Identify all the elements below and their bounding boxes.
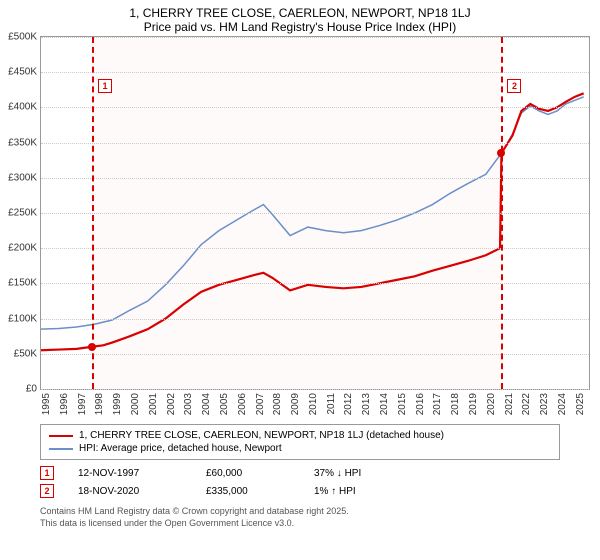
y-axis-label: £500K	[8, 32, 37, 43]
event-delta-1: 37% ↓ HPI	[314, 468, 424, 479]
x-axis-label: 2004	[201, 393, 212, 415]
x-axis-label: 2006	[237, 393, 248, 415]
y-axis-label: £0	[26, 384, 37, 395]
transaction-point	[88, 343, 96, 351]
footer-line-1: Contains HM Land Registry data © Crown c…	[40, 506, 560, 518]
legend-label-2: HPI: Average price, detached house, Newp…	[79, 443, 282, 454]
legend-item-2: HPI: Average price, detached house, Newp…	[49, 442, 551, 455]
chart-area: £0£50K£100K£150K£200K£250K£300K£350K£400…	[40, 36, 590, 418]
transaction-vline	[92, 37, 94, 389]
legend-swatch-2	[49, 448, 73, 450]
x-axis-label: 2016	[415, 393, 426, 415]
x-axis-label: 2015	[397, 393, 408, 415]
x-axis-label: 1995	[41, 393, 52, 415]
x-axis-label: 2017	[432, 393, 443, 415]
x-axis-label: 2008	[272, 393, 283, 415]
x-axis-label: 2021	[504, 393, 515, 415]
x-axis-label: 1999	[112, 393, 123, 415]
events-table: 1 12-NOV-1997 £60,000 37% ↓ HPI 2 18-NOV…	[40, 464, 560, 500]
y-axis-label: £450K	[8, 67, 37, 78]
y-axis-label: £250K	[8, 208, 37, 219]
x-axis-label: 2025	[575, 393, 586, 415]
legend-swatch-1	[49, 435, 73, 437]
x-axis-label: 2018	[450, 393, 461, 415]
event-row-2: 2 18-NOV-2020 £335,000 1% ↑ HPI	[40, 482, 560, 500]
x-axis-label: 2011	[326, 393, 337, 415]
chart-marker: 1	[98, 79, 112, 93]
transaction-vline	[501, 37, 503, 389]
y-axis-label: £150K	[8, 278, 37, 289]
y-axis-label: £350K	[8, 137, 37, 148]
x-axis-label: 2007	[255, 393, 266, 415]
x-axis-label: 2024	[557, 393, 568, 415]
x-axis-label: 2009	[290, 393, 301, 415]
x-axis-label: 2005	[219, 393, 230, 415]
event-price-1: £60,000	[206, 468, 296, 479]
x-axis-label: 2001	[148, 393, 159, 415]
plot-region: £0£50K£100K£150K£200K£250K£300K£350K£400…	[40, 36, 590, 390]
event-row-1: 1 12-NOV-1997 £60,000 37% ↓ HPI	[40, 464, 560, 482]
x-axis-label: 2013	[361, 393, 372, 415]
x-axis-label: 2014	[379, 393, 390, 415]
x-axis-label: 2022	[521, 393, 532, 415]
y-axis-label: £200K	[8, 243, 37, 254]
event-delta-2: 1% ↑ HPI	[314, 486, 424, 497]
x-axis-label: 2019	[468, 393, 479, 415]
x-axis-label: 2000	[130, 393, 141, 415]
x-axis-label: 1996	[59, 393, 70, 415]
chart-container: 1, CHERRY TREE CLOSE, CAERLEON, NEWPORT,…	[0, 0, 600, 560]
legend: 1, CHERRY TREE CLOSE, CAERLEON, NEWPORT,…	[40, 424, 560, 460]
chart-marker: 2	[507, 79, 521, 93]
title-block: 1, CHERRY TREE CLOSE, CAERLEON, NEWPORT,…	[0, 0, 600, 36]
y-axis-label: £300K	[8, 172, 37, 183]
x-axis-label: 2020	[486, 393, 497, 415]
transaction-point	[497, 149, 505, 157]
x-axis-label: 1997	[77, 393, 88, 415]
x-axis-label: 2010	[308, 393, 319, 415]
y-axis-label: £100K	[8, 313, 37, 324]
y-axis-label: £400K	[8, 102, 37, 113]
event-marker-1: 1	[40, 466, 60, 480]
title-line-2: Price paid vs. HM Land Registry's House …	[0, 20, 600, 34]
event-marker-2: 2	[40, 484, 60, 498]
x-axis-label: 2003	[183, 393, 194, 415]
legend-item-1: 1, CHERRY TREE CLOSE, CAERLEON, NEWPORT,…	[49, 429, 551, 442]
y-axis-label: £50K	[14, 348, 37, 359]
footer: Contains HM Land Registry data © Crown c…	[40, 506, 560, 529]
x-axis-label: 2012	[343, 393, 354, 415]
event-price-2: £335,000	[206, 486, 296, 497]
footer-line-2: This data is licensed under the Open Gov…	[40, 518, 560, 530]
legend-label-1: 1, CHERRY TREE CLOSE, CAERLEON, NEWPORT,…	[79, 430, 444, 441]
event-date-2: 18-NOV-2020	[78, 486, 188, 497]
x-axis-label: 2002	[166, 393, 177, 415]
title-line-1: 1, CHERRY TREE CLOSE, CAERLEON, NEWPORT,…	[0, 6, 600, 20]
x-axis-label: 2023	[539, 393, 550, 415]
x-axis-label: 1998	[94, 393, 105, 415]
event-date-1: 12-NOV-1997	[78, 468, 188, 479]
